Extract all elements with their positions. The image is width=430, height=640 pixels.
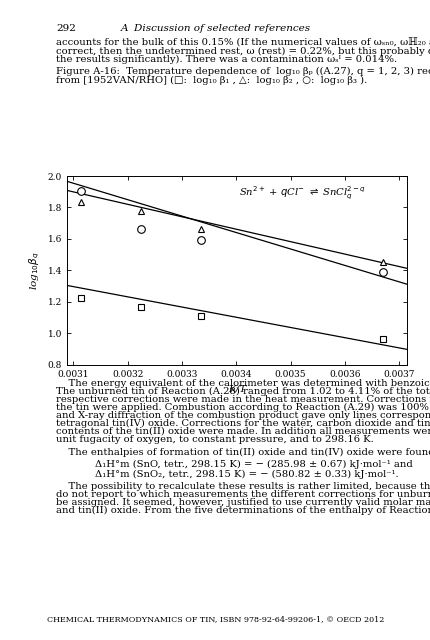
Text: CHEMICAL THERMODYNAMICS OF TIN, ISBN 978-92-64-99206-1, © OECD 2012: CHEMICAL THERMODYNAMICS OF TIN, ISBN 978… bbox=[47, 614, 383, 623]
Text: The energy equivalent of the calorimeter was determined with benzoic acid.: The energy equivalent of the calorimeter… bbox=[56, 379, 430, 388]
Text: The unburned tin of Reaction (A.28) ranged from 1.02 to 4.11% of the total, and : The unburned tin of Reaction (A.28) rang… bbox=[56, 387, 430, 396]
Text: respective corrections were made in the heat measurement. Corrections for impuri: respective corrections were made in the … bbox=[56, 395, 430, 404]
Text: do not report to which measurements the different corrections for unburned tin h: do not report to which measurements the … bbox=[56, 490, 430, 499]
Text: Sn$^{2+}$ + $q$Cl$^{-}$ $\rightleftharpoons$ SnCl$_q^{2-q}$: Sn$^{2+}$ + $q$Cl$^{-}$ $\rightleftharpo… bbox=[238, 184, 365, 202]
Text: from [1952VAN/RHO] (□:  log₁₀ β₁ , △:  log₁₀ β₂ , ○:  log₁₀ β₃ ).: from [1952VAN/RHO] (□: log₁₀ β₁ , △: log… bbox=[56, 76, 366, 84]
X-axis label: K/T: K/T bbox=[227, 384, 246, 393]
Text: Δ₁H°m (SnO, tetr., 298.15 K) = − (285.98 ± 0.67) kJ·mol⁻¹ and: Δ₁H°m (SnO, tetr., 298.15 K) = − (285.98… bbox=[95, 460, 412, 469]
Text: correct, then the undetermined rest, ω (rest) = 0.22%, but this probably doesn’t: correct, then the undetermined rest, ω (… bbox=[56, 47, 430, 56]
Text: A  Discussion of selected references: A Discussion of selected references bbox=[120, 24, 310, 33]
Text: tetragonal tin(IV) oxide. Corrections for the water, carbon dioxide and tin(IV) : tetragonal tin(IV) oxide. Corrections fo… bbox=[56, 419, 430, 428]
Text: be assigned. It seemed, however, justified to use currently valid molar masses f: be assigned. It seemed, however, justifi… bbox=[56, 499, 430, 508]
Text: the results significantly). There was a contamination ωₛᴵ = 0.014%.: the results significantly). There was a … bbox=[56, 55, 396, 64]
Y-axis label: log$_{10}\beta_q$: log$_{10}\beta_q$ bbox=[28, 251, 42, 290]
Text: The possibility to recalculate these results is rather limited, because the auth: The possibility to recalculate these res… bbox=[56, 483, 430, 492]
Text: 292: 292 bbox=[56, 24, 76, 33]
Text: contents of the tin(II) oxide were made. In addition all measurements were corre: contents of the tin(II) oxide were made.… bbox=[56, 427, 430, 436]
Text: accounts for the bulk of this 0.15% (If the numerical values of ωₛₙ₀, ωℍ₂₀ and ω: accounts for the bulk of this 0.15% (If … bbox=[56, 38, 430, 47]
Text: The enthalpies of formation of tin(II) oxide and tin(IV) oxide were found to be: The enthalpies of formation of tin(II) o… bbox=[56, 448, 430, 457]
Text: Δ₁H°m (SnO₂, tetr., 298.15 K) = − (580.82 ± 0.33) kJ·mol⁻¹.: Δ₁H°m (SnO₂, tetr., 298.15 K) = − (580.8… bbox=[95, 470, 397, 479]
Text: and X-ray diffraction of the combustion product gave only lines corresponding to: and X-ray diffraction of the combustion … bbox=[56, 411, 430, 420]
Text: and tin(II) oxide. From the five determinations of the enthalpy of Reaction (A.2: and tin(II) oxide. From the five determi… bbox=[56, 506, 430, 515]
Text: Figure A-16:  Temperature dependence of  log₁₀ βₚ ((A.27), q = 1, 2, 3) recalcul: Figure A-16: Temperature dependence of l… bbox=[56, 67, 430, 76]
Text: unit fugacity of oxygen, to constant pressure, and to 298.16 K.: unit fugacity of oxygen, to constant pre… bbox=[56, 435, 373, 444]
Text: the tin were applied. Combustion according to Reaction (A.29) was 100% complete,: the tin were applied. Combustion accordi… bbox=[56, 403, 430, 412]
